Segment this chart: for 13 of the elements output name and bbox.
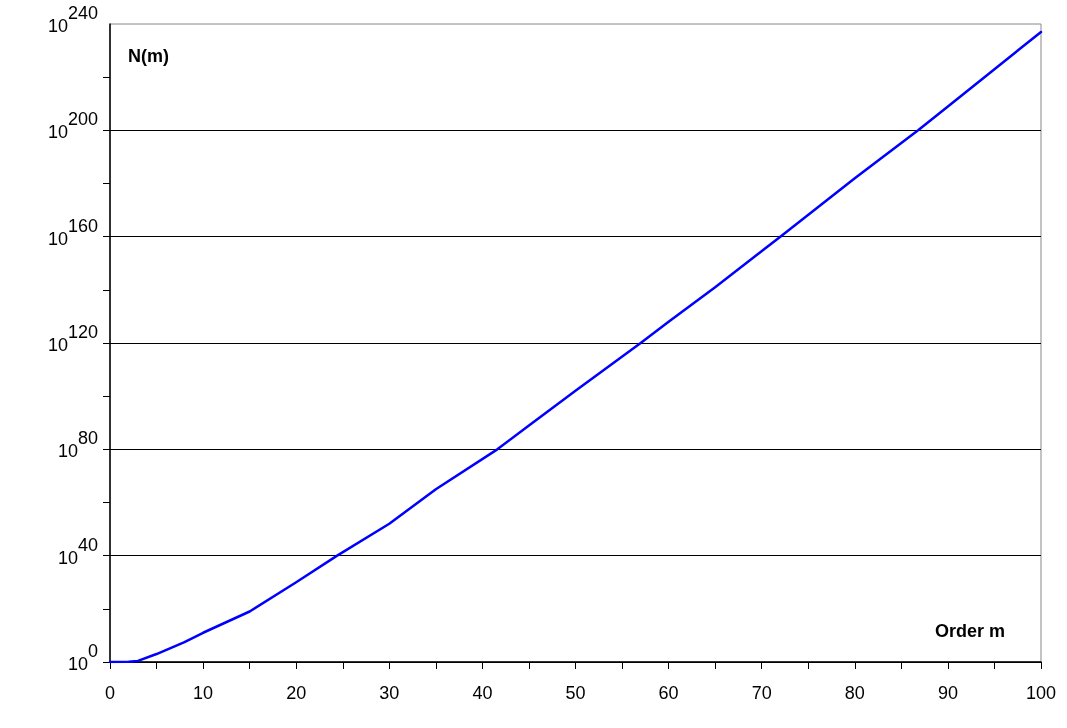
y-axis-title: N(m) xyxy=(128,46,169,66)
x-tick-label: 30 xyxy=(379,683,400,703)
x-tick-label: 10 xyxy=(193,683,214,703)
x-axis-title: Order m xyxy=(934,621,1006,641)
x-tick-label: 0 xyxy=(104,683,116,703)
x-tick-label: 100 xyxy=(1025,683,1057,703)
x-tick-label: 60 xyxy=(658,683,679,703)
x-tick-label: 70 xyxy=(751,683,772,703)
x-tick-label: 40 xyxy=(472,683,493,703)
x-tick-label: 50 xyxy=(565,683,586,703)
x-tick-label: 20 xyxy=(286,683,307,703)
x-tick-label: 90 xyxy=(937,683,958,703)
x-tick-label: 80 xyxy=(844,683,865,703)
